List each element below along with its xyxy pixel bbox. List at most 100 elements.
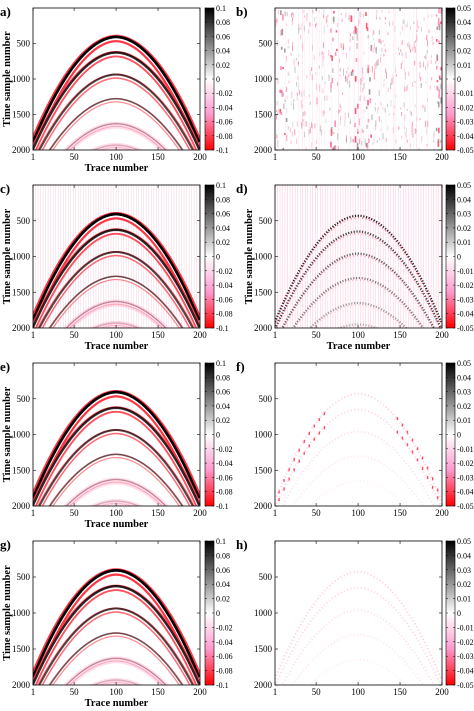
noise-speck [344, 112, 346, 120]
colorbar-tick-label: 0 [216, 75, 220, 84]
noise-speck [291, 131, 293, 137]
noise-speck [286, 96, 288, 99]
noise-speck [314, 123, 316, 129]
panel-image [33, 185, 200, 328]
y-tick-label: 2000 [12, 680, 31, 690]
colorbar-tick-label: -0.04 [457, 310, 474, 319]
colorbar-tick-label: 0.04 [457, 18, 471, 27]
noise-speck [314, 23, 316, 28]
y-axis-label: Time sample number [2, 386, 13, 482]
noise-speck [400, 49, 402, 52]
colorbar-tick-label: 0.04 [457, 373, 471, 382]
noise-speck [420, 76, 422, 82]
noise-speck [306, 13, 308, 17]
noise-speck [367, 67, 370, 74]
panel-image [33, 8, 200, 150]
noise-speck [340, 106, 342, 111]
noise-speck [324, 81, 326, 85]
colorbar-tick-label: -0.06 [216, 652, 233, 661]
noise-speck [349, 33, 351, 37]
noise-speck [354, 123, 356, 128]
panel-image [275, 185, 442, 328]
noise-speck [276, 114, 278, 120]
noise-speck [368, 89, 371, 95]
noise-speck [330, 54, 332, 58]
noise-speck [419, 82, 421, 88]
noise-speck [284, 99, 286, 102]
noise-speck [398, 126, 400, 130]
noise-speck [366, 124, 368, 129]
noise-speck [388, 113, 390, 116]
event-residual [308, 444, 310, 448]
y-axis-label: Time sample number [244, 208, 255, 304]
panel-label: b) [236, 4, 248, 19]
x-tick-label: 150 [393, 330, 407, 340]
noise-speck [281, 90, 283, 97]
noise-speck [411, 121, 413, 127]
noise-speck [391, 78, 393, 86]
y-tick-label: 500 [17, 39, 31, 49]
colorbar-tick-label: 0.04 [216, 580, 230, 589]
colorbar-tick-label: -0.02 [457, 103, 474, 112]
event-residual [401, 436, 404, 440]
event-white [95, 680, 137, 685]
colorbar-tick-label: -0.05 [457, 324, 474, 333]
colorbar-tick-label: -0.03 [457, 118, 474, 127]
event-black [33, 569, 200, 678]
noise-speck [306, 16, 308, 22]
x-tick-label: 200 [435, 687, 449, 697]
x-tick-label: 100 [351, 687, 365, 697]
y-tick-label: 1000 [12, 608, 31, 618]
event-dotted [275, 214, 442, 323]
noise-speck [305, 147, 307, 150]
noise-speck [286, 11, 288, 17]
noise-speck [302, 120, 304, 126]
noise-speck [387, 125, 389, 131]
event-faint [275, 586, 442, 685]
colorbar-tick-label: -0.08 [216, 310, 233, 319]
colorbar-tick-label: -0.06 [216, 473, 233, 482]
noise-speck [293, 103, 295, 110]
noise-speck [279, 109, 282, 114]
noise-speck [351, 71, 354, 76]
x-tick-label: 150 [393, 687, 407, 697]
event-residual [278, 490, 280, 494]
noise-speck [348, 73, 350, 77]
noise-speck [375, 123, 377, 131]
colorbar-tick-label: -0.08 [216, 132, 233, 141]
noise-speck [421, 136, 423, 142]
noise-speck [347, 79, 349, 85]
event-faint [281, 609, 436, 685]
colorbar-tick-label: 0.04 [216, 47, 230, 56]
noise-speck [290, 140, 292, 145]
noise-speck [289, 127, 291, 133]
colorbar-tick-label: -0.1 [216, 681, 229, 690]
noise-speck [372, 142, 374, 146]
event-white [49, 277, 183, 328]
noise-speck [296, 138, 298, 144]
y-tick-label: 1000 [254, 252, 273, 262]
noise-speck [409, 110, 411, 114]
noise-speck [312, 124, 314, 129]
noise-speck [319, 85, 321, 92]
event-residual [426, 476, 429, 480]
colorbar-tick-label: 0.06 [216, 210, 230, 219]
noise-speck [382, 132, 384, 140]
noise-speck [315, 139, 317, 145]
noise-speck [285, 118, 288, 123]
noise-speck [383, 44, 385, 47]
noise-speck [439, 21, 442, 24]
event-residual [396, 430, 399, 434]
colorbar-tick-label: -0.01 [457, 623, 474, 632]
noise-speck [410, 50, 412, 53]
event-black [33, 585, 200, 685]
noise-speck [413, 41, 415, 49]
event-black [92, 144, 140, 150]
noise-speck [300, 99, 302, 107]
noise-speck [359, 17, 361, 24]
noise-speck [408, 41, 410, 48]
noise-speck [431, 14, 433, 18]
panel-label: c) [0, 181, 10, 196]
